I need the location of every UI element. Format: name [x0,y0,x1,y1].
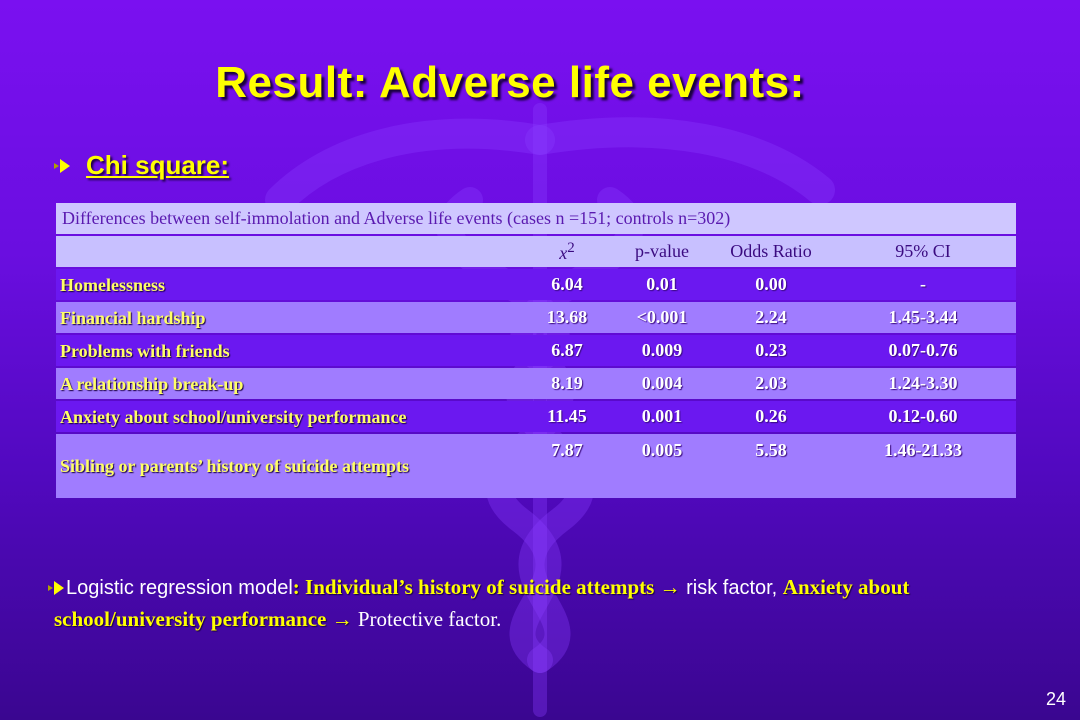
row-chi: 13.68 [522,302,612,333]
row-chi: 8.19 [522,368,612,399]
row-chi: 11.45 [522,401,612,432]
row-pvalue: 0.009 [612,335,712,366]
logistic-prefix: Logistic regression model [66,577,293,599]
header-chi-square: x2 [522,236,612,267]
table-row: Anxiety about school/university performa… [56,401,1016,432]
arrow-bullet-icon [54,158,70,173]
table-row: Sibling or parents’ history of suicide a… [56,434,1016,498]
row-odds: 2.24 [712,302,830,333]
table-row: Homelessness 6.04 0.01 0.00 - [56,269,1016,300]
row-odds: 0.26 [712,401,830,432]
chi-superscript: 2 [567,239,575,256]
row-label: A relationship break-up [56,368,522,399]
header-label [56,236,522,267]
results-table: Differences between self-immolation and … [56,201,1016,500]
row-label: Sibling or parents’ history of suicide a… [56,434,522,498]
row-label: Anxiety about school/university performa… [56,401,522,432]
table-caption-row: Differences between self-immolation and … [56,203,1016,234]
row-ci: 0.12-0.60 [830,401,1016,432]
table-caption: Differences between self-immolation and … [56,203,1016,234]
row-ci: 1.45-3.44 [830,302,1016,333]
row-pvalue: 0.01 [612,269,712,300]
page-number: 24 [1045,689,1066,709]
row-pvalue: 0.005 [612,434,712,498]
row-chi: 6.04 [522,269,612,300]
row-label: Homelessness [56,269,522,300]
row-pvalue: 0.004 [612,368,712,399]
row-chi: 6.87 [522,335,612,366]
row-ci: - [830,269,1016,300]
row-label: Problems with friends [56,335,522,366]
logistic-colon: : [292,575,306,599]
table-header-row: x2 p-value Odds Ratio 95% CI [56,236,1016,267]
row-label: Financial hardship [56,302,522,333]
arrow-bullet-icon [48,581,64,595]
subheading-text: Chi square: [86,150,230,180]
row-odds: 5.58 [712,434,830,498]
row-odds: 2.03 [712,368,830,399]
table-row: A relationship break-up 8.19 0.004 2.03 … [56,368,1016,399]
row-ci: 1.24-3.30 [830,368,1016,399]
row-pvalue: 0.001 [612,401,712,432]
protective-factor-text: Protective factor. [352,607,502,631]
row-pvalue: <0.001 [612,302,712,333]
chi-symbol: x [559,242,568,263]
header-ci: 95% CI [830,236,1016,267]
header-odds-ratio: Odds Ratio [712,236,830,267]
row-ci: 0.07-0.76 [830,335,1016,366]
row-chi: 7.87 [522,434,612,498]
table-row: Financial hardship 13.68 <0.001 2.24 1.4… [56,302,1016,333]
protective-factor-name: Anxiety about school/university performa… [54,575,910,631]
row-odds: 0.23 [712,335,830,366]
logistic-regression-note: Logistic regression model: Individual’s … [48,572,1054,636]
slide-title: Result: Adverse life events: [215,58,805,107]
chi-square-heading: Chi square: [54,150,230,181]
header-pvalue: p-value [612,236,712,267]
row-odds: 0.00 [712,269,830,300]
risk-factor-name: Individual’s history of suicide attempts… [305,575,681,599]
table-row: Problems with friends 6.87 0.009 0.23 0.… [56,335,1016,366]
risk-factor-text: risk factor, [680,577,783,599]
row-ci: 1.46-21.33 [830,434,1016,498]
